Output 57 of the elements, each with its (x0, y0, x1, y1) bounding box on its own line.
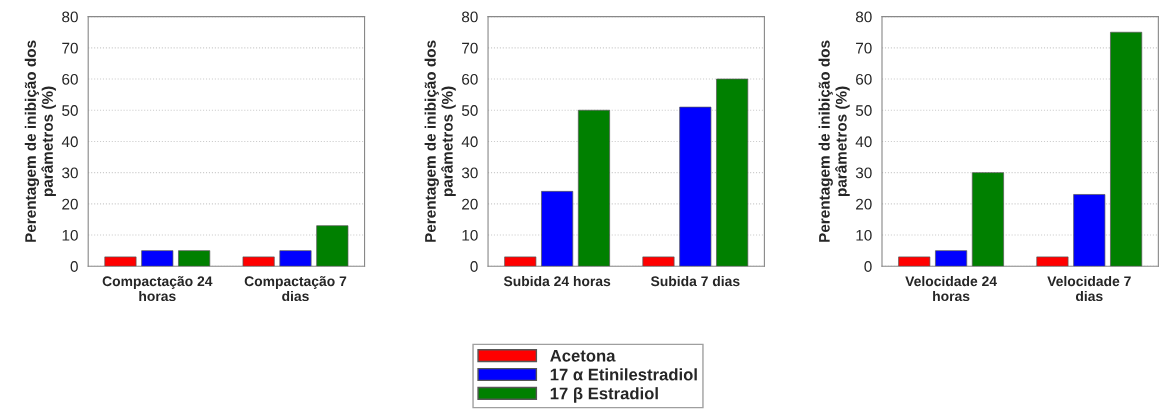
y-tick-label: 30 (461, 167, 478, 179)
y-tick-label: 10 (62, 229, 78, 241)
bar (1036, 256, 1069, 267)
y-tick-label: 60 (62, 73, 78, 85)
x-tick-label: Velocidade 24 horas (905, 275, 997, 302)
y-tick-label: 0 (470, 261, 478, 272)
y-tick-label: 10 (856, 229, 872, 241)
y-tick-label: 20 (462, 198, 478, 210)
y-tick-label: 20 (62, 198, 78, 210)
y-tick-label: 80 (461, 11, 478, 23)
bar (898, 256, 931, 267)
bar (316, 225, 349, 267)
y-axis-title: Perentagem de inibição dos parâmetros (%) (24, 40, 56, 242)
legend-label: 17 α Etinilestradiol (550, 368, 697, 381)
y-tick-label: 70 (856, 42, 872, 54)
y-tick-label: 80 (62, 11, 78, 23)
y-axis-title: Perentagem de inibição dos parâmetros (%) (424, 40, 456, 242)
bar (1073, 194, 1106, 267)
bar (141, 250, 174, 267)
legend-label: 17 β Estradiol (550, 387, 658, 403)
y-tick-label: 80 (855, 11, 872, 23)
bar (679, 106, 712, 267)
y-tick-label: 60 (856, 73, 872, 85)
bar (541, 191, 574, 267)
y-tick-label: 50 (62, 105, 78, 116)
bar (178, 250, 211, 267)
y-tick-label: 30 (855, 167, 872, 179)
y-tick-label: 0 (70, 261, 78, 272)
bar (971, 172, 1004, 267)
y-tick-label: 70 (62, 42, 78, 54)
bar (279, 250, 312, 267)
y-tick-label: 40 (461, 136, 478, 148)
y-axis-title: Perentagem de inibição dos parâmetros (%) (818, 40, 850, 242)
x-tick-label: Subida 24 horas (503, 275, 611, 287)
y-tick-label: 40 (855, 136, 872, 148)
x-tick-label: Subida 7 dias (650, 275, 740, 287)
bar (642, 256, 675, 267)
bar (716, 78, 749, 267)
y-tick-label: 60 (462, 73, 478, 85)
x-tick-label: Compactação 7 dias (244, 276, 347, 302)
x-tick-label: Compactação 24 horas (102, 276, 213, 302)
y-tick-label: 30 (62, 167, 78, 179)
bar (242, 256, 275, 267)
y-tick-label: 10 (462, 229, 478, 241)
y-tick-label: 50 (461, 105, 478, 116)
y-tick-label: 70 (462, 42, 478, 54)
bar (504, 256, 537, 267)
y-tick-label: 50 (855, 105, 872, 116)
legend-label: Acetona (550, 350, 616, 362)
bar (935, 250, 968, 267)
y-tick-label: 40 (61, 136, 78, 148)
x-tick-label: Velocidade 7 dias (1047, 275, 1131, 302)
bar (577, 109, 610, 267)
bar (1110, 31, 1143, 267)
y-tick-label: 20 (856, 198, 872, 210)
y-tick-label: 0 (864, 261, 872, 272)
bar (104, 256, 137, 267)
